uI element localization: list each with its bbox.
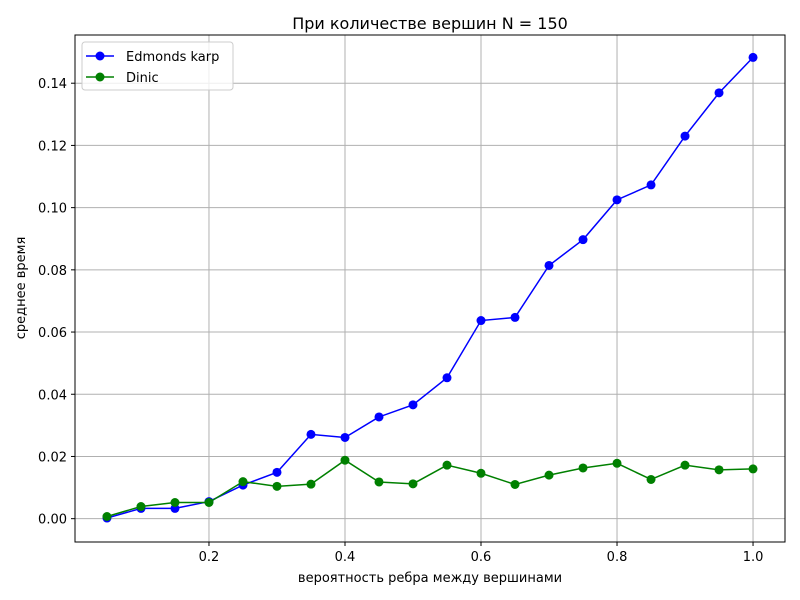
data-point-dinic <box>442 460 452 470</box>
data-point-dinic <box>306 479 316 489</box>
x-tick-label: 0.4 <box>335 550 356 565</box>
data-point-edmonds-karp <box>544 260 554 270</box>
x-tick-label: 0.8 <box>607 550 628 565</box>
x-axis: 0.2 0.4 0.6 0.8 1.0 <box>199 542 764 565</box>
data-point-dinic <box>238 477 248 487</box>
data-point-dinic <box>340 455 350 465</box>
series-layer <box>102 52 758 523</box>
y-tick-label: 0.04 <box>38 388 67 403</box>
data-point-edmonds-karp <box>408 400 418 410</box>
x-axis-label: вероятность ребра между вершинами <box>298 571 562 586</box>
data-point-dinic <box>272 481 282 491</box>
grid-lines <box>75 35 785 542</box>
data-point-edmonds-karp <box>340 432 350 442</box>
data-point-dinic <box>204 497 214 507</box>
data-point-dinic <box>680 460 690 470</box>
data-point-edmonds-karp <box>680 131 690 141</box>
data-point-edmonds-karp <box>510 312 520 322</box>
data-point-edmonds-karp <box>306 429 316 439</box>
y-tick-label: 0.10 <box>38 202 67 217</box>
plot-frame <box>74 34 786 543</box>
y-tick-label: 0.06 <box>38 326 67 341</box>
data-point-dinic <box>374 477 384 487</box>
legend-label-dinic: Dinic <box>126 71 159 86</box>
chart-title: При количестве вершин N = 150 <box>292 14 568 33</box>
data-point-edmonds-karp <box>714 88 724 98</box>
y-tick-label: 0.02 <box>38 450 67 465</box>
y-tick-label: 0.00 <box>38 513 67 528</box>
data-point-dinic <box>748 464 758 474</box>
x-tick-label: 0.2 <box>199 550 220 565</box>
data-point-edmonds-karp <box>612 195 622 205</box>
data-point-edmonds-karp <box>272 467 282 477</box>
y-tick-label: 0.08 <box>38 264 67 279</box>
y-axis-label: среднее время <box>14 237 29 340</box>
legend-label-edmonds-karp: Edmonds karp <box>126 50 219 65</box>
data-point-edmonds-karp <box>442 373 452 383</box>
data-point-edmonds-karp <box>476 316 486 326</box>
data-point-edmonds-karp <box>646 180 656 190</box>
data-point-dinic <box>646 474 656 484</box>
legend-marker-dinic <box>95 72 105 82</box>
data-point-edmonds-karp <box>748 52 758 62</box>
data-point-dinic <box>544 470 554 480</box>
y-tick-label: 0.14 <box>38 77 67 92</box>
x-tick-label: 1.0 <box>743 550 764 565</box>
y-axis: 0.00 0.02 0.04 0.06 0.08 0.10 0.12 0.14 <box>38 77 75 528</box>
data-point-dinic <box>714 465 724 475</box>
data-point-edmonds-karp <box>374 412 384 422</box>
legend-marker-edmonds-karp <box>95 51 105 61</box>
y-tick-label: 0.12 <box>38 139 67 154</box>
data-point-dinic <box>408 479 418 489</box>
x-tick-label: 0.6 <box>471 550 492 565</box>
data-point-dinic <box>102 511 112 521</box>
data-point-dinic <box>136 502 146 512</box>
series-line-dinic <box>106 459 754 518</box>
data-point-dinic <box>476 468 486 478</box>
data-point-dinic <box>612 458 622 468</box>
data-point-dinic <box>510 479 520 489</box>
legend-box <box>81 41 234 91</box>
data-point-dinic <box>170 497 180 507</box>
data-point-dinic <box>578 463 588 473</box>
data-point-edmonds-karp <box>578 235 588 245</box>
legend: Edmonds karp Dinic <box>81 41 234 91</box>
